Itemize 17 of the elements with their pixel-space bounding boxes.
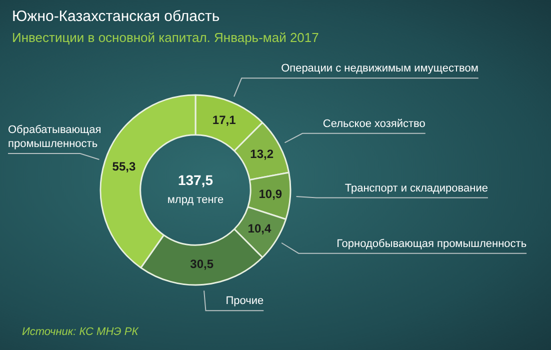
data-label: 17,1 — [212, 112, 236, 127]
text: млрд тенге — [167, 194, 224, 206]
data-label: 30,5 — [190, 257, 214, 272]
slice-label: Обрабатывающая промышленность — [8, 124, 102, 150]
data-label: 13,2 — [250, 147, 274, 162]
slice-label: Транспорт и складирование — [344, 182, 488, 194]
chart-subtitle: Инвестиции в основной капитал. Январь-май 2017 — [12, 30, 319, 45]
text: 137,5 — [178, 172, 214, 188]
slice-label: Операции с недвижимым имуществом — [281, 62, 478, 75]
data-label: 55,3 — [112, 160, 136, 174]
data-label: 10,9 — [258, 187, 282, 202]
data-label: 10,4 — [248, 222, 272, 236]
chart-title: Южно-Казахстанская область — [12, 8, 220, 25]
slice-label: Прочие — [226, 295, 264, 308]
slice-label: Сельское хозяйство — [322, 118, 426, 130]
slice-label: Горнодобывающая промышленность — [336, 238, 527, 250]
text: Источник: КС МНЭ РК — [22, 326, 138, 338]
